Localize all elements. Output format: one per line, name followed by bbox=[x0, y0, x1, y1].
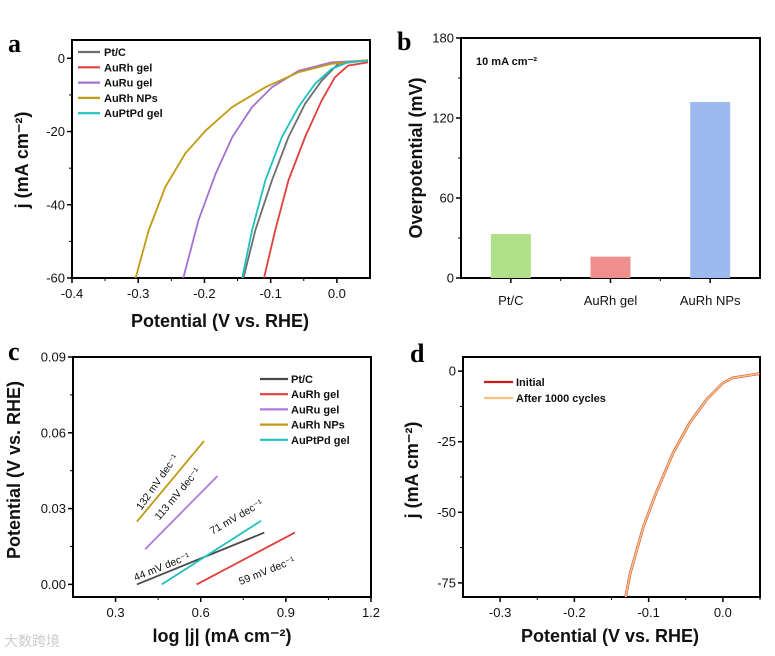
legend-label-initial: Initial bbox=[516, 377, 545, 389]
series-line-initial bbox=[624, 372, 760, 597]
panel-b: 0 60 120 180 Pt/C AuRh gel AuRh NPs bbox=[432, 31, 761, 308]
panel-b-annotation: 10 mA cm⁻² bbox=[476, 56, 537, 68]
y-tick-label: 0 bbox=[449, 364, 456, 379]
panel-d-x-axis-title: Potential (V vs. RHE) bbox=[521, 626, 699, 646]
panel-a-x-axis-title: Potential (V vs. RHE) bbox=[131, 311, 309, 331]
y-tick-label: 0.00 bbox=[41, 577, 66, 592]
panel-d-frame bbox=[462, 356, 761, 598]
y-tick-label: 0 bbox=[58, 51, 65, 66]
series-line-aurh-nps bbox=[136, 440, 205, 523]
x-tick-label: 0.0 bbox=[328, 286, 346, 301]
panel-label-c: c bbox=[8, 337, 20, 366]
x-tick-label: -0.4 bbox=[61, 286, 83, 301]
panel-label-b: b bbox=[397, 27, 411, 56]
category-label: Pt/C bbox=[498, 293, 523, 308]
panel-c-frame bbox=[72, 356, 372, 598]
y-tick-label: -40 bbox=[46, 197, 65, 212]
x-tick-label: -0.1 bbox=[637, 605, 659, 620]
bar-aurh-nps bbox=[690, 102, 731, 278]
panel-c-y-axis-title: Potential (V vs. RHE) bbox=[4, 381, 24, 559]
x-tick-label: 1.2 bbox=[362, 605, 380, 620]
series-line-auru-gel bbox=[182, 59, 369, 278]
tafel-slope-label: 71 mV dec⁻¹ bbox=[208, 497, 266, 537]
x-tick-label: -0.3 bbox=[127, 286, 149, 301]
y-tick-label: 120 bbox=[432, 111, 454, 126]
panel-c-x-axis-title: log |j| (mA cm⁻²) bbox=[153, 626, 292, 646]
legend-label-after-1000-cycles: After 1000 cycles bbox=[516, 393, 606, 405]
legend-label-pt-c: Pt/C bbox=[104, 47, 126, 59]
x-tick-label: 0.9 bbox=[277, 605, 295, 620]
y-tick-label: 0 bbox=[447, 271, 454, 286]
x-tick-label: -0.2 bbox=[193, 286, 215, 301]
legend-label-auru-gel: AuRu gel bbox=[291, 404, 339, 416]
x-tick-label: -0.3 bbox=[489, 605, 511, 620]
x-tick-label: -0.2 bbox=[563, 605, 585, 620]
y-tick-label: -50 bbox=[437, 505, 456, 520]
series-line-aurh-gel bbox=[263, 61, 369, 278]
y-tick-label: -75 bbox=[437, 575, 456, 590]
legend-label-auptpd-gel: AuPtPd gel bbox=[291, 435, 350, 447]
panel-c: 0.00 0.03 0.06 0.09 0.3 0.6 0.9 1.2 Pt/C AuRh gel… bbox=[41, 350, 380, 621]
series-line-after-1000-cycles bbox=[624, 372, 760, 597]
series-line-aurh-gel bbox=[196, 531, 296, 586]
y-tick-label: 0.09 bbox=[41, 350, 66, 365]
category-label: AuRh NPs bbox=[680, 293, 741, 308]
legend-label-aurh-nps: AuRh NPs bbox=[291, 420, 345, 432]
y-tick-label: 0.06 bbox=[41, 425, 66, 440]
tafel-slope-label: 44 mV dec⁻¹ bbox=[132, 550, 192, 584]
series-line-auru-gel bbox=[144, 475, 219, 550]
y-tick-label: 0.03 bbox=[41, 501, 66, 516]
legend-label-auru-gel: AuRu gel bbox=[104, 78, 152, 90]
watermark: 大数跨境 bbox=[4, 633, 60, 649]
legend-label-aurh-nps: AuRh NPs bbox=[104, 93, 158, 105]
series-line-aurh-nps bbox=[134, 59, 369, 278]
tafel-slope-label: 59 mV dec⁻¹ bbox=[237, 554, 297, 588]
panel-label-a: a bbox=[8, 29, 21, 58]
panel-a-y-axis-title: j (mA cm⁻²) bbox=[12, 112, 32, 210]
y-tick-label: -25 bbox=[437, 434, 456, 449]
panel-a-frame bbox=[71, 39, 371, 279]
x-tick-label: 0.6 bbox=[192, 605, 210, 620]
series-line-auptpd-gel bbox=[161, 519, 262, 586]
panel-d: 0 -25 -50 -75 -0.3 -0.2 -0.1 0.0 Initial After 10… bbox=[437, 356, 761, 620]
bar-aurh-gel bbox=[590, 256, 631, 278]
y-tick-label: -20 bbox=[46, 124, 65, 139]
x-tick-label: -0.1 bbox=[259, 286, 281, 301]
bar-pt-c bbox=[490, 234, 531, 278]
legend-label-pt-c: Pt/C bbox=[291, 374, 313, 386]
y-tick-label: 180 bbox=[432, 31, 454, 46]
panel-b-y-axis-title: Overpotential (mV) bbox=[406, 77, 426, 238]
panel-a: 0 -20 -40 -60-0.4 -0.3 -0.2 -0.1 0.0 Pt/C AuRh ge… bbox=[46, 39, 371, 301]
category-label: AuRh gel bbox=[584, 293, 638, 308]
y-tick-label: -60 bbox=[46, 271, 65, 286]
x-tick-label: 0.0 bbox=[714, 605, 732, 620]
legend-label-auptpd-gel: AuPtPd gel bbox=[104, 108, 163, 120]
series-line-pt-c bbox=[242, 59, 369, 278]
series-line-auptpd-gel bbox=[241, 59, 369, 278]
x-tick-label: 0.3 bbox=[107, 605, 125, 620]
legend-label-aurh-gel: AuRh gel bbox=[291, 389, 339, 401]
panel-d-y-axis-title: j (mA cm⁻²) bbox=[402, 422, 422, 520]
legend-label-aurh-gel: AuRh gel bbox=[104, 62, 152, 74]
panel-label-d: d bbox=[410, 339, 425, 368]
y-tick-label: 60 bbox=[440, 191, 454, 206]
